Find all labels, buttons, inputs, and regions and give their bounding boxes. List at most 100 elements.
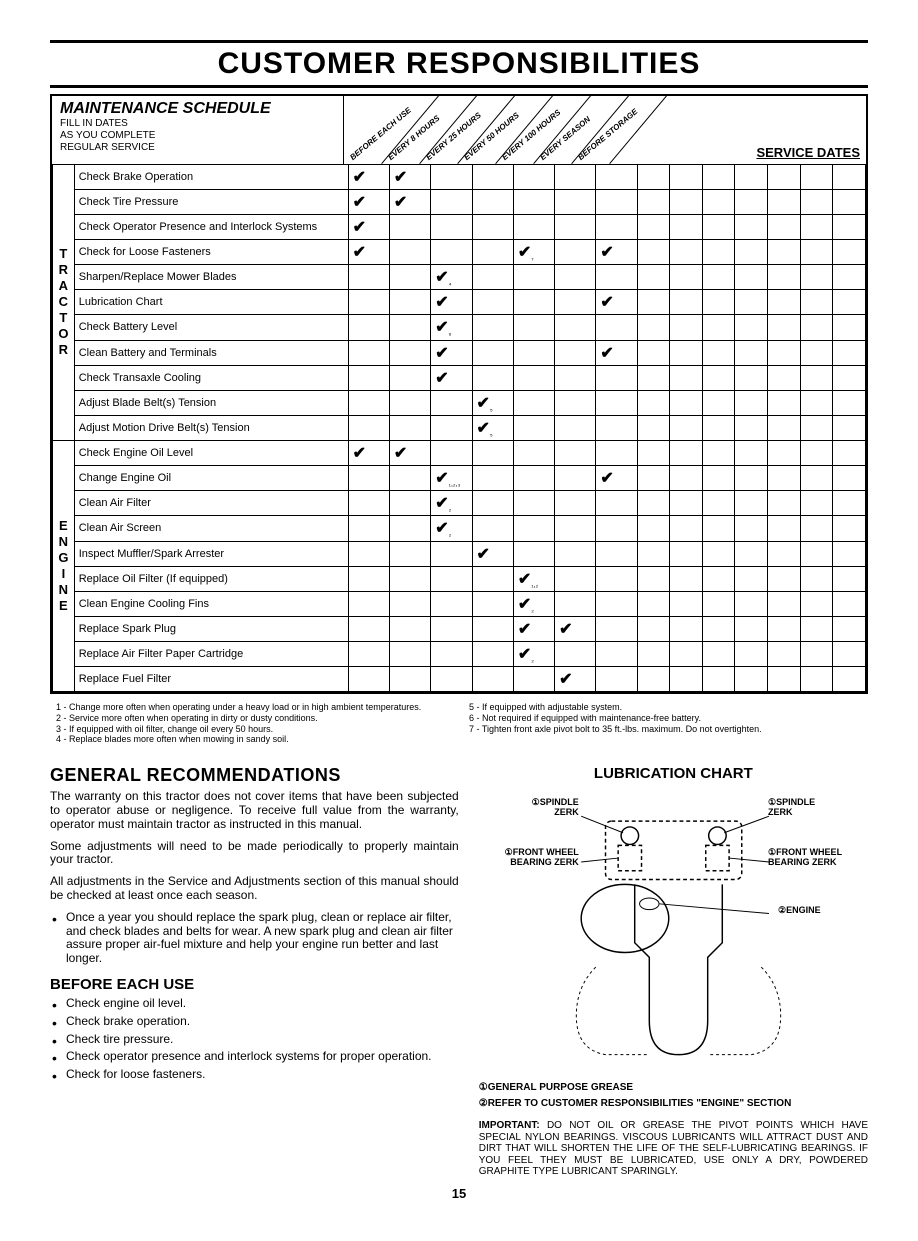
service-date-cell xyxy=(670,566,703,591)
service-date-cell xyxy=(735,290,768,315)
service-date-cell xyxy=(800,290,833,315)
check-cell xyxy=(555,491,596,516)
check-cell xyxy=(431,240,472,265)
service-date-cell xyxy=(833,240,866,265)
task-cell: Replace Spark Plug xyxy=(74,616,348,641)
check-cell xyxy=(431,415,472,440)
service-date-cell xyxy=(670,465,703,490)
check-cell xyxy=(389,290,430,315)
general-p3: All adjustments in the Service and Adjus… xyxy=(50,875,459,903)
check-cell xyxy=(389,491,430,516)
check-cell xyxy=(555,265,596,290)
check-cell xyxy=(555,190,596,215)
check-cell xyxy=(431,616,472,641)
service-date-cell xyxy=(735,616,768,641)
check-cell xyxy=(389,465,430,490)
footnote: 7 - Tighten front axle pivot bolt to 35 … xyxy=(469,724,862,735)
check-cell xyxy=(389,265,430,290)
check-cell xyxy=(596,265,637,290)
service-date-cell xyxy=(735,516,768,541)
task-cell: Lubrication Chart xyxy=(74,290,348,315)
service-date-cell xyxy=(768,240,801,265)
check-cell: ✔ xyxy=(555,616,596,641)
before-list: Check engine oil level.Check brake opera… xyxy=(50,997,459,1082)
check-cell: ✔ xyxy=(389,165,430,190)
footnote: 1 - Change more often when operating und… xyxy=(56,702,449,713)
service-date-cell xyxy=(670,491,703,516)
service-date-cell xyxy=(735,465,768,490)
check-cell xyxy=(472,165,513,190)
service-date-cell xyxy=(670,667,703,692)
service-date-cell xyxy=(735,165,768,190)
check-cell xyxy=(555,415,596,440)
service-date-cell xyxy=(637,240,670,265)
check-cell xyxy=(348,566,389,591)
service-date-cell xyxy=(702,365,735,390)
check-cell xyxy=(431,440,472,465)
check-cell: ✔₁,₂ xyxy=(513,566,554,591)
check-cell xyxy=(389,516,430,541)
check-cell xyxy=(555,240,596,265)
service-date-cell xyxy=(735,315,768,340)
service-date-cell xyxy=(735,641,768,666)
check-cell xyxy=(348,340,389,365)
service-date-cell xyxy=(637,165,670,190)
task-cell: Clean Battery and Terminals xyxy=(74,340,348,365)
service-date-cell xyxy=(702,390,735,415)
check-cell xyxy=(431,541,472,566)
check-cell xyxy=(555,465,596,490)
service-date-cell xyxy=(735,340,768,365)
check-cell: ✔₂ xyxy=(431,516,472,541)
check-cell xyxy=(513,390,554,415)
schedule-table: TRACTORCheck Brake Operation✔✔Check Tire… xyxy=(52,164,866,692)
service-date-cell xyxy=(637,390,670,415)
service-date-cell xyxy=(800,440,833,465)
check-cell xyxy=(513,315,554,340)
service-date-cell xyxy=(702,340,735,365)
service-date-cell xyxy=(833,340,866,365)
service-date-cell xyxy=(637,440,670,465)
check-cell xyxy=(472,315,513,340)
check-cell xyxy=(348,491,389,516)
check-cell xyxy=(472,365,513,390)
service-date-cell xyxy=(800,667,833,692)
general-p2: Some adjustments will need to be made pe… xyxy=(50,840,459,868)
service-date-cell xyxy=(768,340,801,365)
lubrication-diagram: ①SPINDLEZERK ①SPINDLEZERK ①FRONT WHEELBE… xyxy=(479,788,868,1078)
check-cell xyxy=(389,641,430,666)
service-date-cell xyxy=(702,667,735,692)
check-cell xyxy=(596,641,637,666)
service-date-cell xyxy=(735,365,768,390)
service-date-cell xyxy=(670,215,703,240)
task-cell: Change Engine Oil xyxy=(74,465,348,490)
service-date-cell xyxy=(800,591,833,616)
service-date-cell xyxy=(702,415,735,440)
check-cell xyxy=(513,415,554,440)
service-date-cell xyxy=(768,440,801,465)
service-date-cell xyxy=(833,465,866,490)
check-cell: ✔₂ xyxy=(431,491,472,516)
check-cell xyxy=(389,240,430,265)
service-date-cell xyxy=(670,616,703,641)
check-cell xyxy=(596,190,637,215)
label-spindle-r: ①SPINDLEZERK xyxy=(768,798,868,818)
service-date-cell xyxy=(735,491,768,516)
check-cell: ✔ xyxy=(348,190,389,215)
service-date-cell xyxy=(735,566,768,591)
check-cell: ✔ xyxy=(472,541,513,566)
service-date-cell xyxy=(702,516,735,541)
general-bullet: Once a year you should replace the spark… xyxy=(66,911,459,966)
check-cell xyxy=(472,667,513,692)
maintenance-schedule: MAINTENANCE SCHEDULE FILL IN DATESAS YOU… xyxy=(50,94,868,694)
service-date-cell xyxy=(637,591,670,616)
service-date-cell xyxy=(768,491,801,516)
service-date-cell xyxy=(800,541,833,566)
service-date-cell xyxy=(637,365,670,390)
check-cell: ✔ xyxy=(348,165,389,190)
before-title: BEFORE EACH USE xyxy=(50,976,459,993)
service-date-cell xyxy=(800,491,833,516)
caption-1: ①GENERAL PURPOSE GREASE xyxy=(479,1082,868,1094)
service-date-cell xyxy=(768,591,801,616)
general-title: GENERAL RECOMMENDATIONS xyxy=(50,765,459,786)
service-date-cell xyxy=(702,465,735,490)
